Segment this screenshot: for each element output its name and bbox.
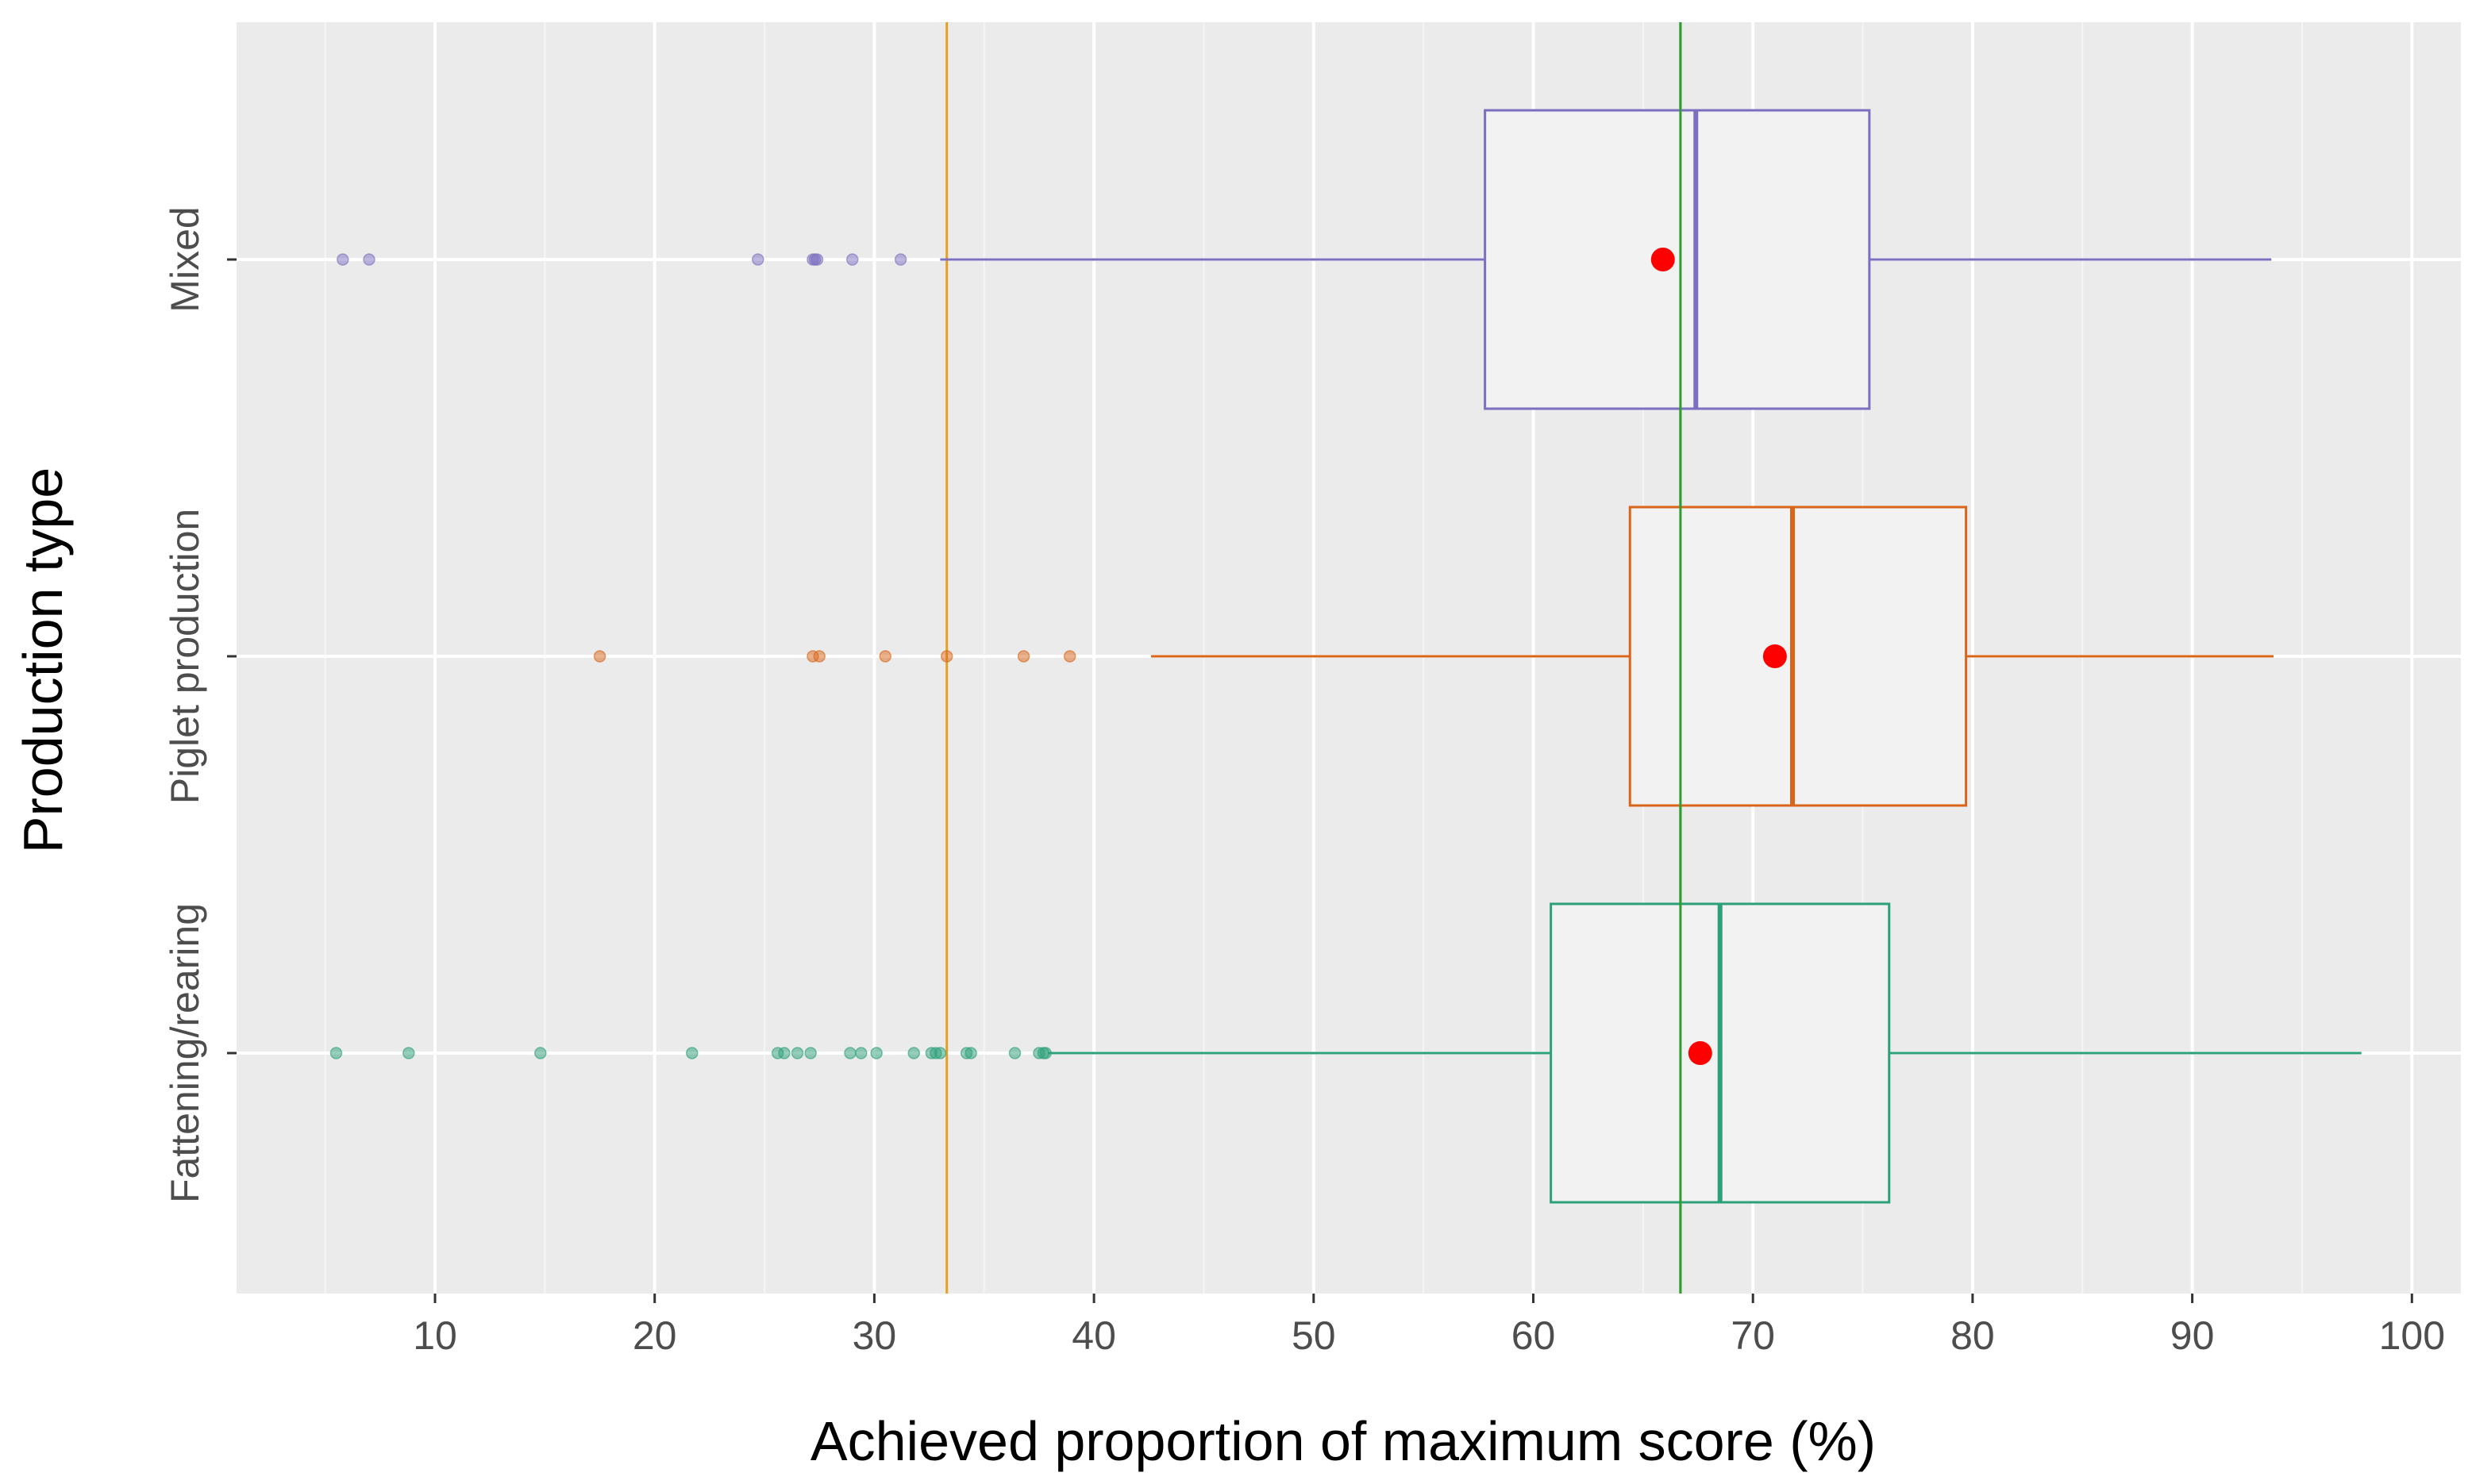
mean-point xyxy=(1762,644,1787,668)
outlier-point xyxy=(329,1047,343,1059)
outlier-point xyxy=(879,650,891,663)
outlier-point xyxy=(855,1047,868,1059)
y-tick-label: Mixed xyxy=(163,206,207,312)
mean-point xyxy=(1688,1041,1712,1065)
y-axis-title: Production type xyxy=(12,467,74,853)
x-tick-label: 100 xyxy=(2379,1313,2445,1358)
outlier-point xyxy=(778,1047,791,1059)
axes: 10 20 30 40 50 60 70 80 90 100 Mixed Piglet product… xyxy=(163,206,2445,1358)
outlier-point xyxy=(791,1047,804,1059)
outlier-point xyxy=(685,1047,699,1059)
outlier-point xyxy=(593,650,606,663)
mean-point xyxy=(1650,248,1675,271)
boxplots xyxy=(329,22,2362,1294)
outlier-point xyxy=(363,253,375,266)
x-tick-label: 80 xyxy=(1950,1313,1995,1358)
outlier-point xyxy=(811,253,824,266)
outlier-point xyxy=(751,253,764,266)
y-tick-label: Piglet production xyxy=(163,509,207,804)
x-tick-label: 20 xyxy=(633,1313,677,1358)
x-tick-label: 50 xyxy=(1292,1313,1336,1358)
iqr-box xyxy=(1628,506,1968,807)
outlier-point xyxy=(813,650,826,663)
outlier-point xyxy=(337,253,349,266)
x-axis-title: Achieved proportion of maximum score (%) xyxy=(811,1410,1876,1472)
boxplot-piglet-production xyxy=(593,506,2274,807)
outlier-point xyxy=(1017,650,1030,663)
y-tick-label: Fattening/rearing xyxy=(163,903,207,1203)
outlier-point xyxy=(1008,1047,1022,1059)
outlier-point xyxy=(907,1047,920,1059)
x-tick-label: 40 xyxy=(1072,1313,1116,1358)
iqr-box xyxy=(1484,109,1871,410)
outlier-point xyxy=(940,650,953,663)
outlier-point xyxy=(934,1047,947,1059)
x-tick-label: 70 xyxy=(1731,1313,1775,1358)
outlier-point xyxy=(844,1047,857,1059)
outlier-point xyxy=(534,1047,547,1059)
outlier-point xyxy=(965,1047,977,1059)
boxplot-mixed xyxy=(337,109,2272,410)
outlier-point xyxy=(870,1047,883,1059)
outlier-point xyxy=(845,253,859,266)
x-tick-label: 60 xyxy=(1511,1313,1556,1358)
x-tick-label: 30 xyxy=(853,1313,897,1358)
x-tick-label: 90 xyxy=(2170,1313,2215,1358)
outlier-point xyxy=(894,253,907,266)
boxplot-fattening-rearing xyxy=(329,902,2362,1204)
outlier-point xyxy=(804,1047,817,1059)
outlier-point xyxy=(1063,650,1076,663)
outlier-point xyxy=(402,1047,415,1059)
x-tick-label: 10 xyxy=(413,1313,457,1358)
